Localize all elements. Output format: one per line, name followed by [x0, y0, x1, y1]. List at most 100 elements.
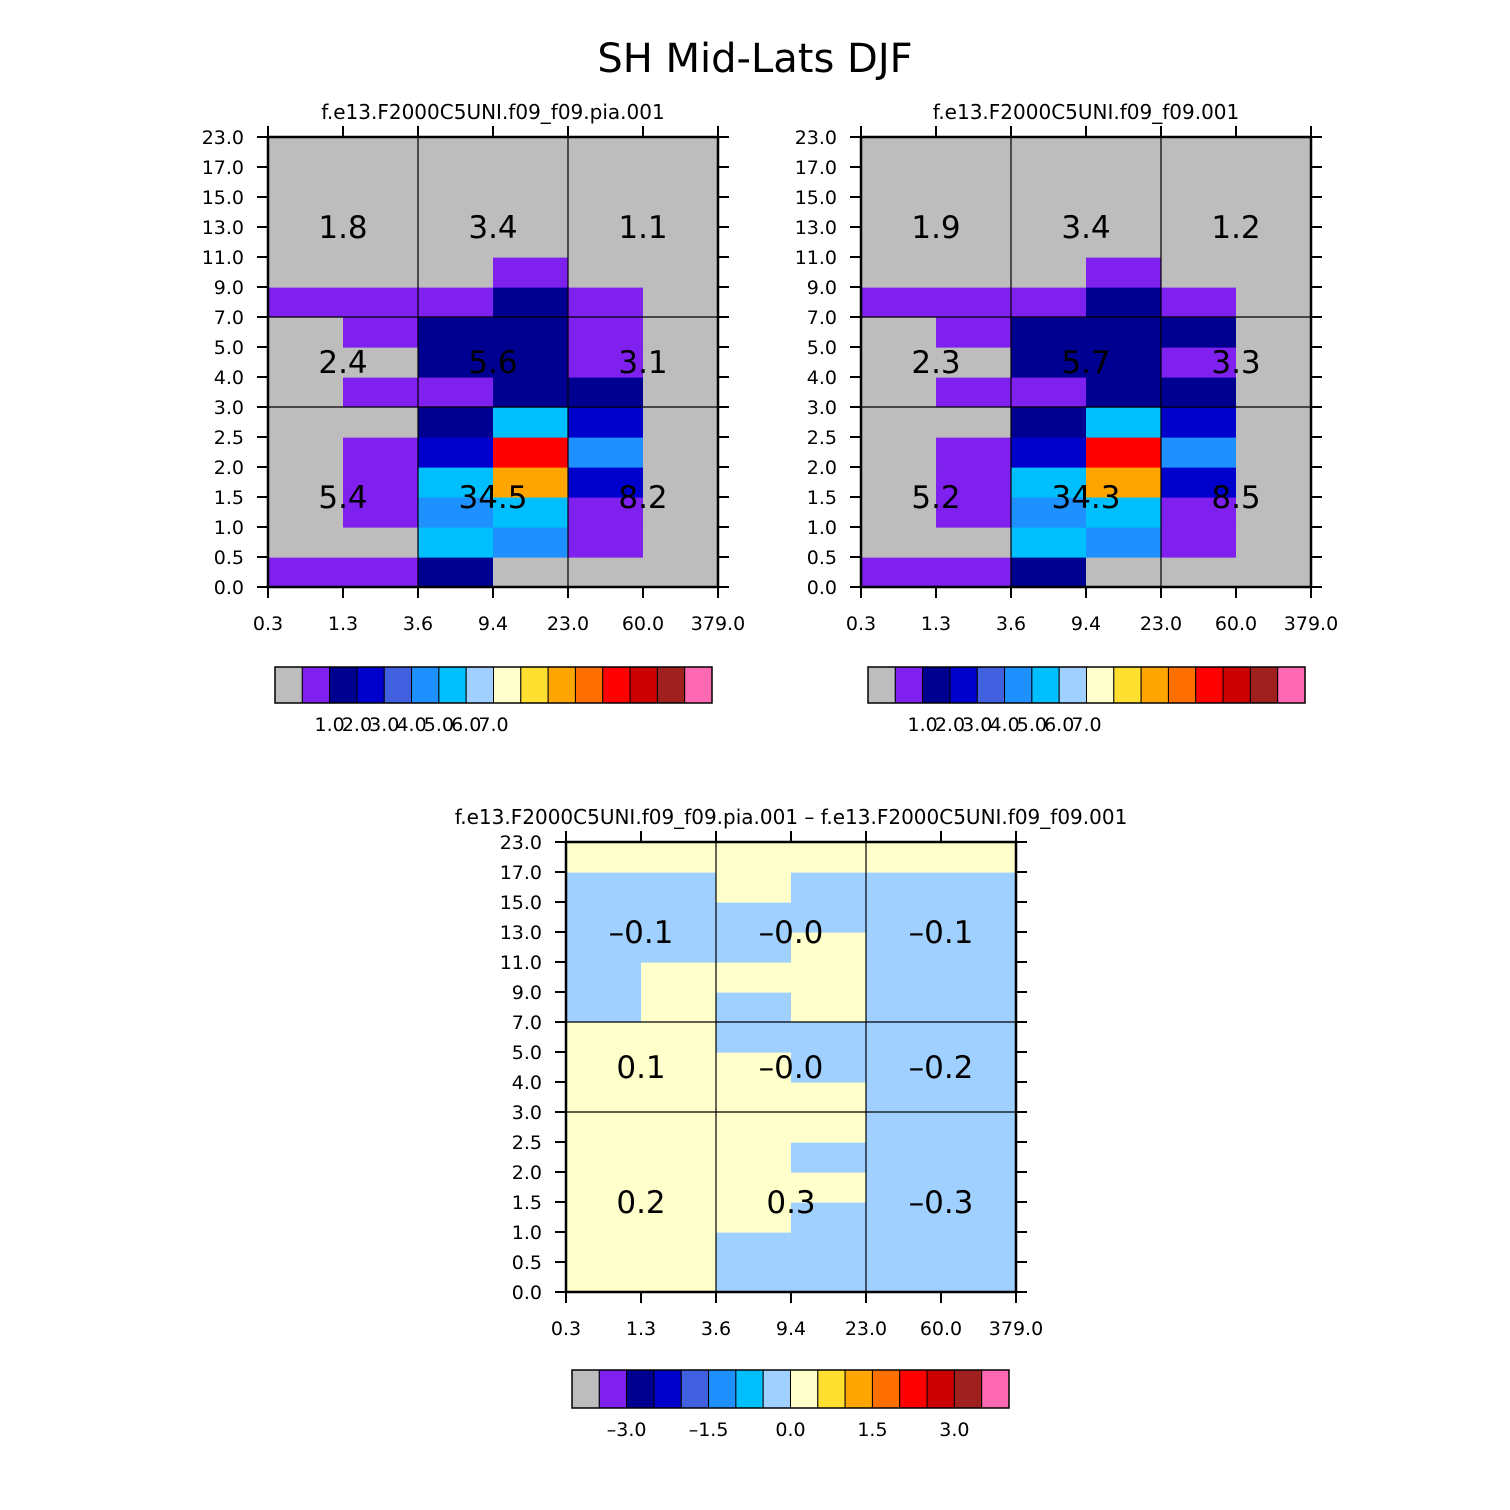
colorbar-label: 5.0	[1017, 714, 1047, 736]
region-value: 8.5	[1211, 480, 1260, 516]
y-tick-label: 0.0	[214, 577, 244, 599]
heatmap-cell	[1086, 317, 1162, 348]
heatmap-cell	[716, 1142, 792, 1173]
colorbar-box	[953, 1369, 983, 1409]
heatmap-cell	[418, 377, 494, 408]
colorbar-label: 0.0	[775, 1419, 805, 1441]
heatmap-cell	[716, 1202, 792, 1233]
heatmap-cell	[418, 437, 494, 468]
y-tick-label: 1.5	[512, 1192, 542, 1214]
y-tick-label: 4.0	[807, 367, 837, 389]
heatmap-cells	[861, 137, 1312, 588]
colorbar: 1.02.03.04.05.06.07.0	[274, 666, 713, 736]
heatmap-cell	[343, 167, 419, 198]
heatmap-cell	[941, 872, 1017, 903]
heatmap-cell	[936, 347, 1012, 378]
heatmap-cell	[716, 1112, 792, 1143]
y-tick-label: 2.5	[807, 427, 837, 449]
heatmap-cell	[1011, 317, 1087, 348]
region-value: 3.3	[1211, 345, 1260, 381]
heatmap-cell	[1161, 527, 1237, 558]
colorbar-box	[844, 1369, 873, 1409]
heatmap-cell	[493, 437, 569, 468]
heatmap-cell	[791, 842, 867, 873]
heatmap-cell	[1086, 557, 1162, 588]
heatmap-cell	[1236, 557, 1312, 588]
colorbar-box	[926, 1369, 955, 1409]
heatmap-cell	[1236, 377, 1312, 408]
heatmap-cell	[941, 1142, 1017, 1173]
colorbar-box	[1140, 666, 1169, 704]
heatmap-cell	[641, 902, 717, 933]
heatmap-cell	[1011, 347, 1087, 378]
axis-ticks	[555, 831, 1027, 1303]
heatmap-cell	[268, 347, 344, 378]
heatmap-cell	[268, 167, 344, 198]
heatmap-cell	[343, 407, 419, 438]
colorbar-box	[899, 1369, 928, 1409]
heatmap-cell	[866, 902, 942, 933]
colorbar-box	[465, 666, 494, 704]
y-tick-label: 3.0	[512, 1102, 542, 1124]
heatmap-cell	[791, 1172, 867, 1203]
y-tick-label: 7.0	[512, 1012, 542, 1034]
heatmap-cell	[866, 1112, 942, 1143]
heatmap-cell	[1086, 287, 1162, 318]
heatmap-cell	[566, 932, 642, 963]
y-tick-label: 17.0	[500, 862, 542, 884]
heatmap-cell	[268, 407, 344, 438]
heatmap-cell	[861, 317, 937, 348]
heatmap-cell	[268, 317, 344, 348]
heatmap-cell	[641, 992, 717, 1023]
heatmap-cell	[418, 197, 494, 228]
colorbar-box	[629, 666, 658, 704]
heatmap-cell	[1161, 497, 1237, 528]
colorbar-box	[867, 666, 896, 704]
heatmap-cell	[493, 527, 569, 558]
heatmap-cell	[861, 167, 937, 198]
heatmap-cell	[343, 347, 419, 378]
region-value: 0.2	[616, 1185, 665, 1221]
region-value: –0.1	[609, 915, 674, 951]
y-tick-label: 13.0	[795, 217, 837, 239]
heatmap-cell	[493, 287, 569, 318]
heatmap-cell	[716, 1082, 792, 1113]
heatmap-cell	[861, 227, 937, 258]
heatmap-cell	[866, 1052, 942, 1083]
heatmap-cell	[418, 497, 494, 528]
region-value: 34.3	[1051, 480, 1120, 516]
heatmap-cell	[641, 872, 717, 903]
y-tick-label: 2.0	[807, 457, 837, 479]
heatmap-cell	[418, 317, 494, 348]
colorbar-label: 3.0	[369, 714, 399, 736]
colorbar-box	[626, 1369, 655, 1409]
heatmap-cell	[418, 467, 494, 498]
x-tick-label: 9.4	[776, 1318, 806, 1340]
x-tick-label: 9.4	[1071, 613, 1101, 635]
heatmap-cell	[716, 1262, 792, 1293]
heatmap-cell	[566, 842, 642, 873]
heatmap-cell	[936, 257, 1012, 288]
colorbar-label: 6.0	[1044, 714, 1074, 736]
heatmap-cell	[343, 257, 419, 288]
colorbar-label: –1.5	[689, 1419, 729, 1441]
colorbar-frame	[571, 1369, 1010, 1409]
heatmap-cell	[566, 1232, 642, 1263]
heatmap-cell	[1161, 407, 1237, 438]
heatmap-cell	[936, 287, 1012, 318]
y-tick-label: 15.0	[500, 892, 542, 914]
heatmap-cell	[568, 557, 644, 588]
heatmap-cell	[641, 1082, 717, 1113]
colorbar-box	[301, 666, 331, 704]
heatmap-cell	[866, 992, 942, 1023]
y-tick-label: 5.0	[807, 337, 837, 359]
heatmap-cell	[941, 1172, 1017, 1203]
x-tick-label: 23.0	[1140, 613, 1182, 635]
heatmap-cell	[643, 437, 719, 468]
heatmap-cell	[941, 1232, 1017, 1263]
heatmap-cell	[343, 527, 419, 558]
heatmap-cell	[866, 1022, 942, 1053]
heatmap-cell	[716, 902, 792, 933]
heatmap-cell	[866, 1142, 942, 1173]
heatmap-cell	[568, 317, 644, 348]
